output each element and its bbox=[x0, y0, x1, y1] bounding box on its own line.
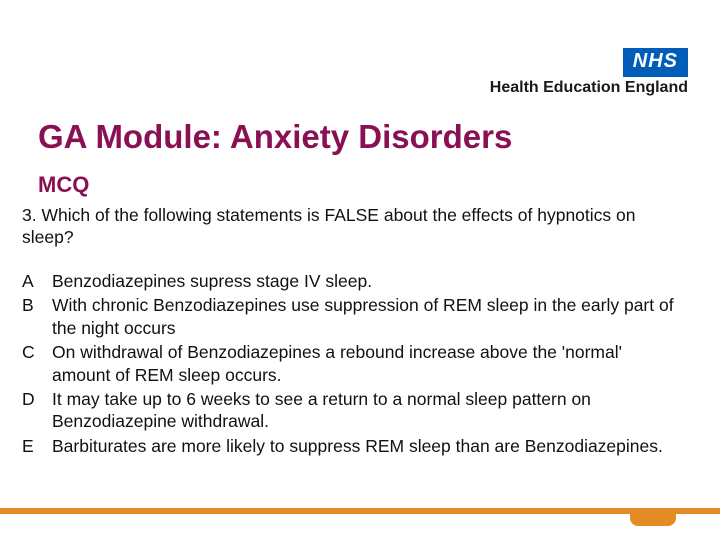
nhs-logo: NHS bbox=[623, 48, 688, 77]
option-text: Barbiturates are more likely to suppress… bbox=[52, 435, 684, 457]
footer-accent-notch bbox=[630, 508, 676, 526]
option-text: With chronic Benzodiazepines use suppres… bbox=[52, 294, 684, 339]
hee-label: Health Education England bbox=[490, 79, 688, 96]
module-title: GA Module: Anxiety Disorders bbox=[38, 118, 512, 156]
options-list: A Benzodiazepines supress stage IV sleep… bbox=[22, 270, 684, 459]
option-letter: E bbox=[22, 435, 52, 457]
option-row: E Barbiturates are more likely to suppre… bbox=[22, 435, 684, 457]
option-row: A Benzodiazepines supress stage IV sleep… bbox=[22, 270, 684, 292]
option-letter: C bbox=[22, 341, 52, 386]
option-row: B With chronic Benzodiazepines use suppr… bbox=[22, 294, 684, 339]
option-text: It may take up to 6 weeks to see a retur… bbox=[52, 388, 684, 433]
option-row: D It may take up to 6 weeks to see a ret… bbox=[22, 388, 684, 433]
slide: NHS Health Education England GA Module: … bbox=[0, 0, 720, 540]
option-text: Benzodiazepines supress stage IV sleep. bbox=[52, 270, 684, 292]
module-subtitle: MCQ bbox=[38, 172, 89, 198]
option-letter: B bbox=[22, 294, 52, 339]
option-letter: D bbox=[22, 388, 52, 433]
logo-area: NHS Health Education England bbox=[490, 48, 688, 97]
question-text: 3. Which of the following statements is … bbox=[22, 205, 690, 249]
footer-accent-bar bbox=[0, 508, 720, 514]
option-row: C On withdrawal of Benzodiazepines a reb… bbox=[22, 341, 684, 386]
option-letter: A bbox=[22, 270, 52, 292]
option-text: On withdrawal of Benzodiazepines a rebou… bbox=[52, 341, 684, 386]
